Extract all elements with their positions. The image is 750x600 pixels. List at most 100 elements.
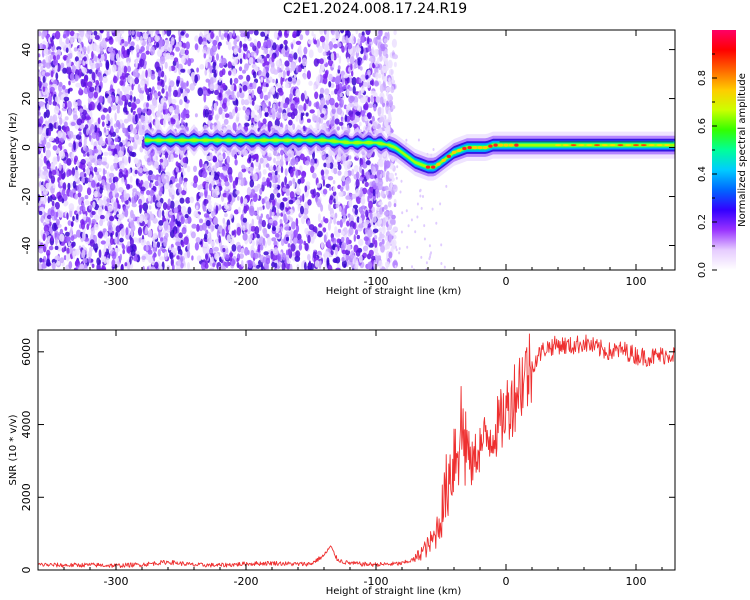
noise-cell xyxy=(85,116,92,121)
noise-cell xyxy=(272,78,275,84)
noise-cell xyxy=(198,192,204,197)
noise-cell xyxy=(269,165,273,171)
noise-cell xyxy=(346,89,350,96)
noise-cell xyxy=(218,30,222,38)
noise-cell xyxy=(374,81,379,87)
noise-cell xyxy=(42,166,49,171)
noise-cell xyxy=(209,83,215,92)
noise-cell xyxy=(352,204,359,209)
noise-cell xyxy=(292,31,297,39)
noise-cell xyxy=(273,164,277,171)
noise-cell xyxy=(53,105,60,115)
noise-cell xyxy=(357,58,361,66)
noise-cell xyxy=(385,53,389,59)
noise-cell xyxy=(277,177,281,184)
noise-cell xyxy=(242,224,246,232)
noise-cell xyxy=(38,80,42,89)
noise-cell xyxy=(41,258,45,263)
noise-cell xyxy=(335,256,341,264)
signal-peak xyxy=(451,150,457,154)
noise-cell xyxy=(191,223,197,229)
noise-cell xyxy=(156,41,160,48)
noise-cell xyxy=(93,30,98,36)
noise-cell xyxy=(315,194,318,203)
noise-cell xyxy=(258,206,264,211)
noise-cell xyxy=(323,30,327,36)
noise-cell xyxy=(160,186,164,193)
noise-cell xyxy=(308,80,313,86)
colorbar-tick-label: 0.4 xyxy=(697,166,708,182)
noise-cell xyxy=(238,47,242,54)
colorbar-gradient xyxy=(712,30,736,270)
noise-cell xyxy=(276,192,281,198)
noise-cell xyxy=(185,33,190,38)
noise-cell xyxy=(70,235,75,242)
noise-cell xyxy=(218,76,222,83)
noise-cell xyxy=(332,186,336,193)
noise-cell xyxy=(51,169,57,176)
noise-cell xyxy=(211,225,215,232)
noise-cell xyxy=(191,255,194,261)
noise-cell xyxy=(256,183,261,189)
noise-cell xyxy=(101,161,107,166)
noise-cell xyxy=(84,147,90,153)
signal-peak xyxy=(601,144,608,147)
noise-cell xyxy=(233,209,239,215)
noise-cell xyxy=(68,80,71,86)
noise-cell xyxy=(116,30,121,38)
noise-cell xyxy=(46,249,51,257)
noise-cell xyxy=(347,42,353,50)
noise-cell xyxy=(114,154,118,160)
noise-cell xyxy=(110,164,115,172)
noise-cell xyxy=(344,114,348,123)
noise-cell xyxy=(84,200,90,206)
noise-cell xyxy=(101,179,106,186)
noise-cell xyxy=(244,246,249,256)
noise-cell xyxy=(46,163,51,170)
noise-cell xyxy=(388,68,394,76)
noise-cell xyxy=(422,195,424,198)
noise-cell xyxy=(174,107,180,116)
noise-cell xyxy=(171,194,175,200)
noise-cell xyxy=(355,178,360,188)
noise-cell xyxy=(378,49,382,57)
noise-cell xyxy=(385,261,390,268)
noise-cell xyxy=(238,74,244,80)
noise-cell xyxy=(303,207,309,216)
noise-cell xyxy=(291,221,296,230)
noise-cell xyxy=(126,246,131,254)
noise-cell xyxy=(272,42,277,51)
noise-cell xyxy=(62,163,67,170)
noise-cell xyxy=(136,124,140,131)
noise-cell xyxy=(59,257,65,264)
noise-cell xyxy=(69,36,75,42)
noise-cell xyxy=(111,259,116,268)
noise-cell xyxy=(303,103,307,112)
noise-cell xyxy=(333,43,338,49)
noise-cell xyxy=(145,69,148,79)
noise-cell xyxy=(91,180,96,188)
noise-cell xyxy=(176,221,182,227)
noise-cell xyxy=(90,227,95,236)
noise-cell xyxy=(419,194,422,198)
noise-cell xyxy=(308,100,312,107)
noise-cell xyxy=(395,245,397,249)
noise-cell xyxy=(342,118,346,122)
noise-cell xyxy=(227,89,231,95)
noise-cell xyxy=(167,43,173,53)
noise-cell xyxy=(291,43,294,50)
noise-cell xyxy=(209,267,215,270)
noise-cell xyxy=(284,226,290,231)
noise-cell xyxy=(129,45,135,51)
noise-cell xyxy=(267,91,271,99)
noise-cell xyxy=(138,204,144,209)
noise-cell xyxy=(271,211,275,216)
noise-cell xyxy=(332,162,339,168)
noise-cell xyxy=(62,85,66,90)
noise-cell xyxy=(202,89,208,96)
noise-cell xyxy=(262,176,266,183)
noise-cell xyxy=(382,225,386,235)
noise-cell xyxy=(123,41,129,47)
noise-cell xyxy=(292,39,296,45)
